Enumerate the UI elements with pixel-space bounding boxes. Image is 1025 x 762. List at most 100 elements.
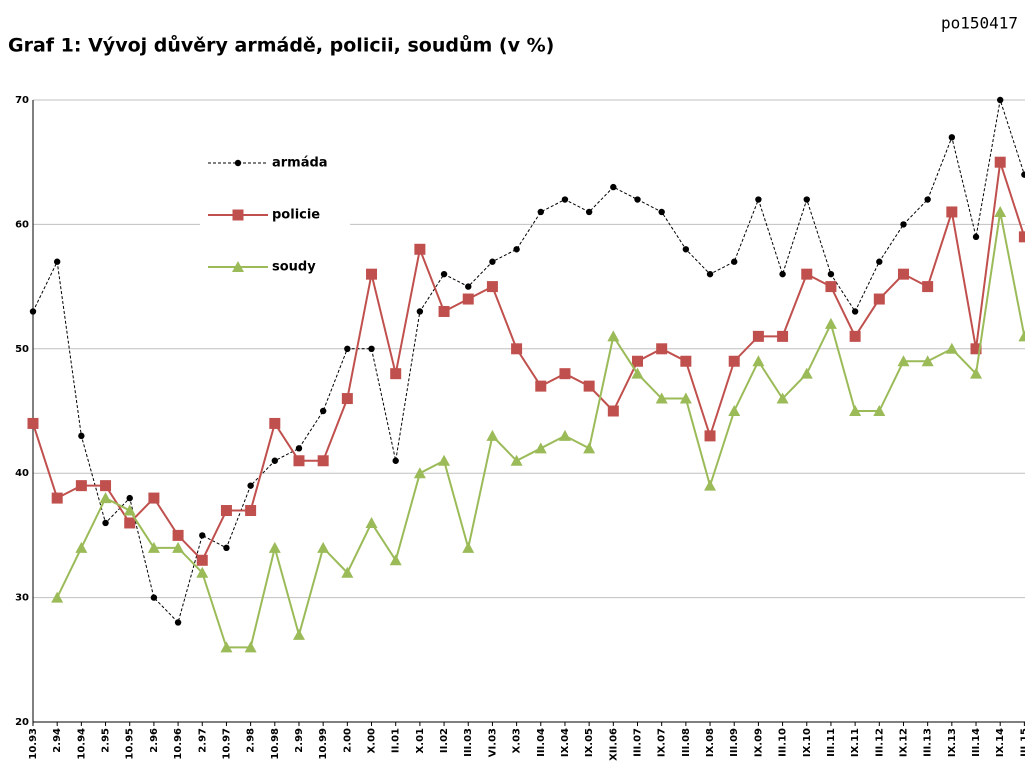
point	[199, 532, 206, 539]
x-tick-label: IX.09	[753, 728, 764, 757]
point	[234, 159, 242, 167]
series-line	[32, 161, 1025, 562]
point	[537, 208, 544, 216]
series-line	[32, 99, 1025, 624]
point	[247, 482, 254, 489]
y-tick-label: 60	[15, 219, 29, 230]
point	[897, 268, 909, 280]
point	[268, 541, 281, 553]
point	[295, 445, 303, 452]
point	[897, 355, 910, 367]
point	[462, 293, 474, 305]
x-tick-label: IX.10	[802, 728, 813, 757]
x-tick-label: 2.96	[149, 728, 160, 753]
point	[172, 541, 185, 553]
x-tick-label: IX.07	[657, 728, 668, 757]
point	[510, 454, 523, 466]
point	[102, 519, 109, 527]
point	[728, 405, 741, 416]
x-tick-label: III.10	[778, 728, 789, 757]
x-tick-label: 10.97	[221, 728, 232, 760]
x-tick-label: XII.06	[608, 728, 619, 761]
point	[220, 505, 232, 517]
point	[558, 429, 571, 441]
x-tick-label: III.03	[463, 728, 474, 757]
point	[365, 516, 378, 528]
x-tick-label: IX.05	[584, 728, 595, 757]
point	[849, 405, 862, 416]
x-tick-label: 2.98	[246, 728, 257, 753]
x-tick-label: III.12	[874, 728, 885, 757]
point	[945, 342, 958, 354]
point	[440, 270, 448, 278]
x-tick-label: 2.94	[52, 728, 63, 753]
x-tick-label: X.00	[367, 728, 378, 753]
point	[196, 554, 208, 566]
x-tick-label: 2.97	[197, 728, 208, 753]
y-tick-label: 30	[15, 593, 29, 604]
point	[970, 343, 982, 355]
point	[51, 591, 64, 603]
x-tick-label: X.03	[512, 728, 523, 753]
x-tick-label: III.15	[1019, 728, 1025, 757]
point	[755, 196, 762, 203]
point	[706, 270, 714, 278]
point	[232, 261, 244, 272]
point	[99, 492, 112, 504]
point	[873, 405, 886, 416]
point	[465, 283, 472, 290]
point	[75, 541, 88, 553]
point	[150, 594, 158, 601]
point	[535, 380, 547, 392]
point	[78, 432, 85, 440]
point	[389, 554, 402, 566]
point	[511, 343, 523, 355]
y-tick-label: 20	[15, 717, 29, 728]
point	[1021, 171, 1025, 178]
point	[873, 293, 885, 305]
point	[174, 619, 182, 626]
point	[123, 504, 136, 516]
point	[27, 417, 39, 429]
x-tick-label: VI.03	[487, 728, 498, 757]
y-tick-label: 50	[15, 344, 29, 355]
legend-label: soudy	[272, 260, 316, 275]
point	[196, 566, 209, 578]
y-tick-label: 70	[15, 95, 29, 106]
point	[803, 196, 810, 203]
point	[244, 641, 257, 653]
x-tick-label: 10.98	[270, 728, 281, 760]
point	[124, 517, 136, 529]
point	[656, 343, 668, 355]
x-tick-label: 10.94	[76, 728, 87, 760]
point	[390, 368, 402, 380]
point	[632, 355, 643, 367]
point	[368, 345, 375, 352]
point	[392, 457, 399, 464]
x-tick-label: 2.00	[342, 728, 353, 753]
point	[269, 417, 281, 429]
x-tick-label: 10.95	[125, 728, 136, 760]
point	[680, 355, 692, 367]
x-tick-label: 10.96	[173, 728, 184, 760]
point	[921, 355, 934, 367]
x-tick-label: III.04	[536, 728, 547, 757]
point	[341, 393, 353, 405]
point	[232, 209, 244, 221]
point	[489, 258, 496, 265]
point	[679, 392, 692, 404]
point	[438, 454, 451, 466]
point	[948, 134, 956, 141]
legend-label: armáda	[272, 156, 328, 171]
point	[583, 442, 596, 454]
point	[728, 355, 740, 367]
point	[29, 308, 37, 315]
point	[777, 330, 789, 342]
point	[972, 233, 980, 241]
point	[220, 641, 233, 653]
x-tick-label: II.01	[391, 728, 402, 753]
x-tick-label: III.07	[633, 728, 644, 757]
point	[583, 380, 595, 392]
point	[100, 480, 112, 492]
point	[731, 258, 738, 265]
